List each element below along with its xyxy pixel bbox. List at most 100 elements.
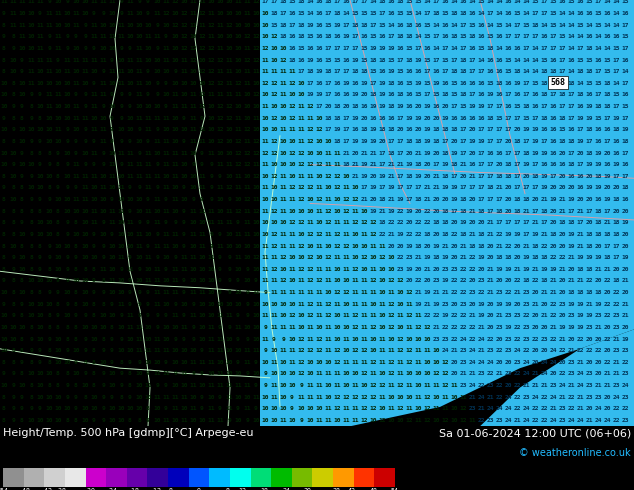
Text: 21: 21 bbox=[594, 267, 602, 272]
Text: 11: 11 bbox=[414, 360, 422, 365]
Text: 11: 11 bbox=[306, 116, 314, 121]
Text: 17: 17 bbox=[486, 104, 494, 109]
Text: 11: 11 bbox=[171, 232, 179, 237]
Text: 9: 9 bbox=[263, 290, 267, 295]
Text: 22: 22 bbox=[459, 267, 467, 272]
Text: 11: 11 bbox=[162, 185, 170, 191]
Text: 19: 19 bbox=[514, 81, 521, 86]
Text: 22: 22 bbox=[459, 290, 467, 295]
Text: 12: 12 bbox=[387, 325, 395, 330]
Text: 10: 10 bbox=[63, 313, 71, 318]
Text: 9: 9 bbox=[20, 174, 24, 179]
Text: 11: 11 bbox=[270, 360, 278, 365]
Text: 17: 17 bbox=[387, 139, 395, 144]
Text: 12: 12 bbox=[180, 34, 188, 39]
Text: 20: 20 bbox=[469, 302, 476, 307]
Text: 21: 21 bbox=[576, 244, 584, 248]
Text: 24: 24 bbox=[459, 337, 467, 342]
Text: 18: 18 bbox=[469, 34, 476, 39]
Text: 11: 11 bbox=[153, 220, 161, 225]
Text: 11: 11 bbox=[252, 348, 260, 353]
Text: 10: 10 bbox=[100, 360, 107, 365]
Text: 8: 8 bbox=[74, 302, 78, 307]
Text: 8: 8 bbox=[20, 278, 24, 284]
Text: 17: 17 bbox=[378, 150, 385, 156]
Text: 19: 19 bbox=[612, 116, 620, 121]
Text: 9: 9 bbox=[227, 418, 231, 423]
Text: 16: 16 bbox=[549, 57, 557, 63]
Text: 18: 18 bbox=[405, 174, 413, 179]
Text: 11: 11 bbox=[324, 267, 332, 272]
Text: 19: 19 bbox=[522, 267, 530, 272]
Text: 18: 18 bbox=[477, 232, 485, 237]
Text: 20: 20 bbox=[540, 325, 548, 330]
Text: 9: 9 bbox=[110, 395, 114, 400]
Text: 8: 8 bbox=[11, 278, 15, 284]
Text: 21: 21 bbox=[351, 174, 359, 179]
Text: 8: 8 bbox=[47, 325, 51, 330]
Text: 10: 10 bbox=[171, 383, 179, 388]
Text: 22: 22 bbox=[567, 395, 575, 400]
Text: 21: 21 bbox=[603, 220, 611, 225]
Text: 10: 10 bbox=[162, 127, 170, 132]
Text: 11: 11 bbox=[270, 325, 278, 330]
Text: 15: 15 bbox=[585, 57, 593, 63]
Text: 14: 14 bbox=[522, 11, 530, 16]
Text: 8: 8 bbox=[56, 325, 60, 330]
Text: 10: 10 bbox=[171, 81, 179, 86]
Text: 20: 20 bbox=[477, 267, 485, 272]
Text: 12: 12 bbox=[424, 395, 430, 400]
Text: 11: 11 bbox=[243, 139, 251, 144]
Text: 10: 10 bbox=[261, 197, 269, 202]
Text: 9: 9 bbox=[74, 255, 78, 260]
Text: 11: 11 bbox=[171, 174, 179, 179]
Text: 9: 9 bbox=[164, 313, 168, 318]
Text: 9: 9 bbox=[74, 34, 78, 39]
Text: 10: 10 bbox=[27, 278, 35, 284]
Text: 21: 21 bbox=[514, 267, 521, 272]
Text: 11: 11 bbox=[72, 197, 80, 202]
Text: 10: 10 bbox=[387, 337, 395, 342]
Text: 10: 10 bbox=[36, 383, 44, 388]
Text: 9: 9 bbox=[209, 244, 213, 248]
Text: 10: 10 bbox=[171, 11, 179, 16]
Text: 8: 8 bbox=[11, 93, 15, 98]
Text: 10: 10 bbox=[306, 360, 314, 365]
Text: 23: 23 bbox=[549, 383, 557, 388]
Text: 18: 18 bbox=[504, 162, 512, 167]
Text: 21: 21 bbox=[540, 290, 548, 295]
Text: 10: 10 bbox=[198, 81, 206, 86]
Text: 9: 9 bbox=[245, 267, 249, 272]
Text: 10: 10 bbox=[171, 360, 179, 365]
Text: 19: 19 bbox=[369, 209, 377, 214]
Text: 10: 10 bbox=[36, 337, 44, 342]
Text: 20: 20 bbox=[576, 197, 584, 202]
Text: 11: 11 bbox=[252, 197, 260, 202]
Text: 10: 10 bbox=[279, 302, 287, 307]
Text: 10: 10 bbox=[100, 174, 107, 179]
Text: 18: 18 bbox=[531, 23, 539, 28]
Text: 10: 10 bbox=[198, 57, 206, 63]
Text: 12: 12 bbox=[387, 302, 395, 307]
Text: 22: 22 bbox=[540, 406, 548, 412]
Text: 18: 18 bbox=[522, 197, 530, 202]
Text: 18: 18 bbox=[378, 197, 385, 202]
Text: 10: 10 bbox=[171, 116, 179, 121]
Text: 10: 10 bbox=[234, 418, 242, 423]
Text: 8: 8 bbox=[110, 325, 114, 330]
Text: 18: 18 bbox=[333, 11, 340, 16]
Text: 17: 17 bbox=[559, 104, 566, 109]
Text: 10: 10 bbox=[324, 395, 332, 400]
Text: 9: 9 bbox=[299, 383, 303, 388]
Text: 11: 11 bbox=[198, 209, 206, 214]
Text: 12: 12 bbox=[216, 116, 224, 121]
Text: 17: 17 bbox=[342, 116, 350, 121]
Text: 11: 11 bbox=[360, 360, 368, 365]
Text: 18: 18 bbox=[612, 197, 620, 202]
Text: 10: 10 bbox=[234, 69, 242, 74]
Text: 22: 22 bbox=[405, 232, 413, 237]
Text: 9: 9 bbox=[65, 383, 69, 388]
Text: 11: 11 bbox=[252, 290, 260, 295]
Text: 16: 16 bbox=[396, 81, 404, 86]
Text: 9: 9 bbox=[200, 406, 204, 412]
